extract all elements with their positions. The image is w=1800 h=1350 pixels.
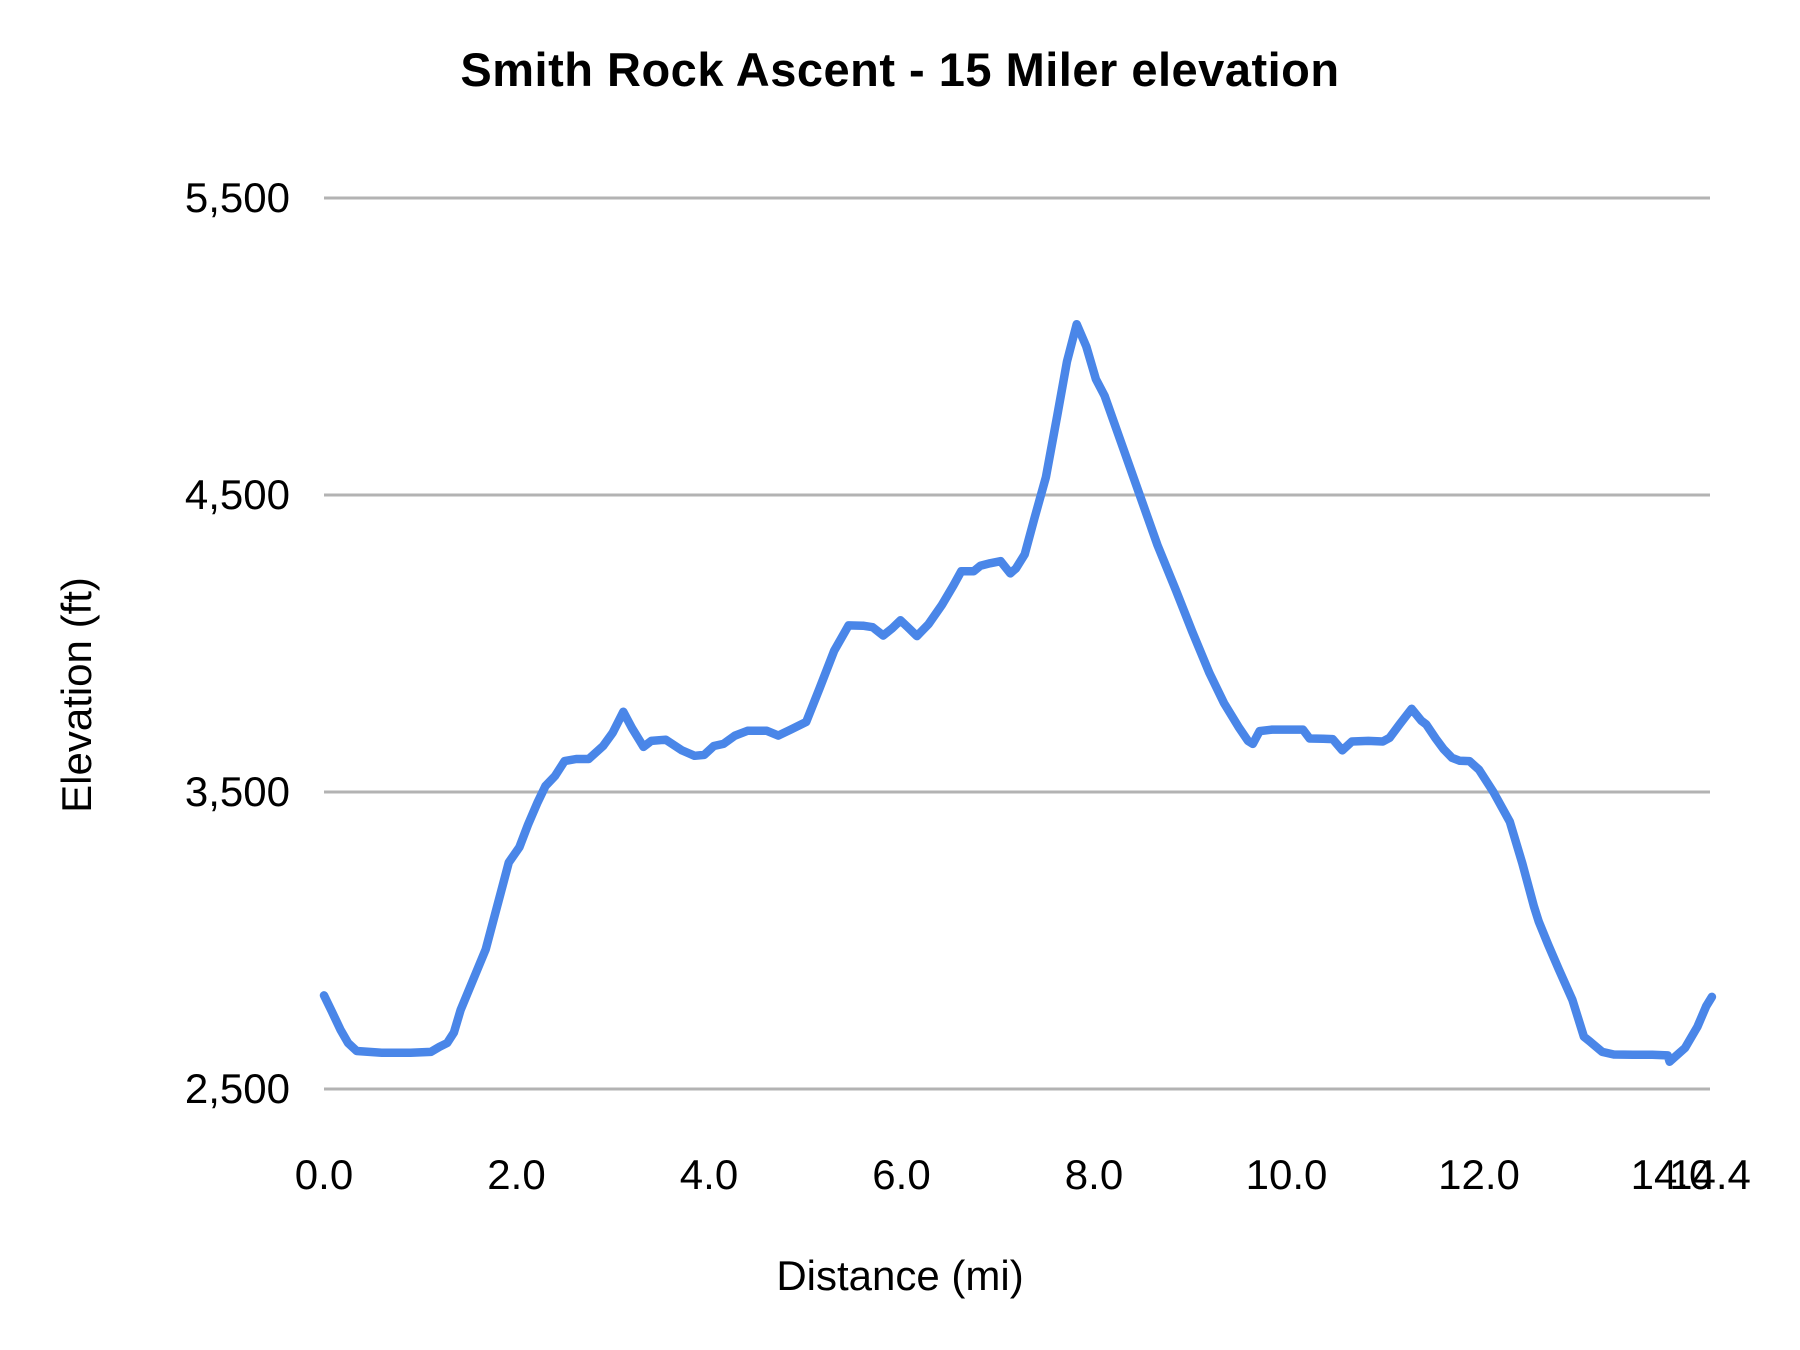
elevation-series-line: [319, 319, 1717, 1066]
y-tick-label: 2,500: [184, 1065, 290, 1112]
x-tick-label: 12.0: [1438, 1151, 1520, 1198]
x-tick-label: 14.4: [1669, 1151, 1751, 1198]
x-tick-label: 2.0: [487, 1151, 546, 1198]
y-tick-label: 5,500: [184, 174, 290, 221]
y-tick-label: 3,500: [184, 768, 290, 815]
x-tick-label: 6.0: [872, 1151, 931, 1198]
x-axis-title: Distance (mi): [776, 1252, 1024, 1299]
y-tick-label: 4,500: [184, 471, 290, 518]
chart-title: Smith Rock Ascent - 15 Miler elevation: [460, 43, 1340, 96]
x-tick-label: 14.0: [1630, 1151, 1713, 1198]
x-tick-label: 4.0: [679, 1151, 739, 1198]
x-tick-label: 8.0: [1064, 1151, 1124, 1198]
x-tick-label: 10.0: [1245, 1151, 1328, 1198]
x-tick-label: 0.0: [294, 1151, 354, 1198]
